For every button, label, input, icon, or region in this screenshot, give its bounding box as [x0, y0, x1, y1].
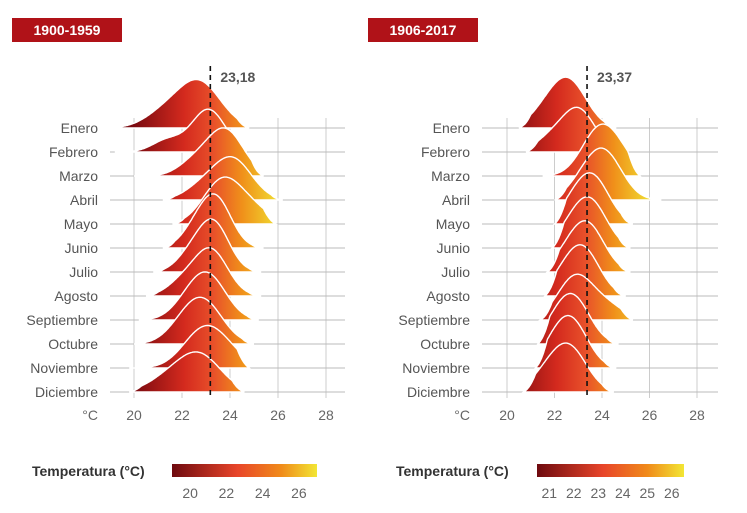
month-label-layer: Enero Febrero Marzo Abril Mayo Junio Julio Agos…: [398, 120, 470, 400]
x-tick-layer: °C 20 22 24 26 28: [454, 407, 705, 423]
legend-tick-label: 24: [255, 485, 271, 501]
ridge-diciembre: [129, 351, 245, 393]
month-label: Agosto: [426, 288, 470, 304]
x-tick-label: 20: [126, 407, 142, 423]
ridge-diciembre: [521, 342, 614, 393]
legend-title: Temperatura (°C): [396, 463, 509, 479]
mean-label: 23,18: [220, 69, 255, 85]
month-label: Diciembre: [407, 384, 470, 400]
x-tick-label: 22: [547, 407, 563, 423]
legend-color-bar: [172, 464, 317, 477]
month-label: Enero: [61, 120, 99, 136]
color-legend: Temperatura (°C) 21 22 23 24 25 26: [396, 463, 684, 501]
month-label: Septiembre: [398, 312, 470, 328]
legend-tick-label: 25: [639, 485, 655, 501]
month-label: Agosto: [54, 288, 98, 304]
panel-title-background: [12, 18, 122, 42]
x-tick-label: 22: [174, 407, 190, 423]
x-tick-label: 28: [689, 407, 705, 423]
x-tick-label: 26: [642, 407, 658, 423]
month-label: Noviembre: [402, 360, 470, 376]
ridge-layer: [110, 78, 283, 393]
panel-1900-1959: 1900-1959 Enero Febrero Marzo Abril Mayo Juni…: [12, 18, 345, 501]
ridge-julio: [153, 218, 262, 273]
legend-tick-label: 20: [182, 485, 198, 501]
month-label: Junio: [437, 240, 471, 256]
legend-tick-label: 22: [566, 485, 582, 501]
mean-marker: 23,18: [209, 66, 256, 398]
ridge-layer: [518, 76, 662, 393]
x-axis-unit-label: °C: [454, 407, 470, 423]
month-label: Junio: [65, 240, 99, 256]
panel-title-background: [368, 18, 478, 42]
panel-title: 1900-1959: [34, 22, 101, 38]
legend-tick-label: 22: [219, 485, 235, 501]
legend-title: Temperatura (°C): [32, 463, 145, 479]
legend-tick-label: 23: [590, 485, 606, 501]
ridge-enero: [518, 76, 617, 129]
month-label: Enero: [433, 120, 471, 136]
legend-tick-label: 26: [664, 485, 680, 501]
x-tick-label: 20: [499, 407, 515, 423]
month-label: Febrero: [421, 144, 470, 160]
panel-title: 1906-2017: [390, 22, 457, 38]
month-label: Julio: [441, 264, 470, 280]
month-label: Diciembre: [35, 384, 98, 400]
legend-tick-label: 24: [615, 485, 631, 501]
month-label: Julio: [69, 264, 98, 280]
mean-marker: 23,37: [586, 66, 632, 398]
x-tick-layer: °C 20 22 24 26 28: [82, 407, 334, 423]
ridge-enero: [110, 78, 250, 129]
legend-tick-label: 21: [541, 485, 557, 501]
legend-tick-label: 26: [291, 485, 307, 501]
month-label: Febrero: [49, 144, 98, 160]
ridge-noviembre: [129, 324, 252, 369]
ridge-octubre: [134, 296, 255, 345]
x-tick-label: 26: [270, 407, 286, 423]
ridge-septiembre: [138, 271, 259, 321]
month-label: Marzo: [431, 168, 470, 184]
month-label: Mayo: [64, 216, 98, 232]
month-label: Abril: [70, 192, 98, 208]
color-legend: Temperatura (°C) 20 22 24 26: [32, 463, 317, 501]
month-label: Octubre: [420, 336, 470, 352]
month-label: Septiembre: [26, 312, 98, 328]
month-label-layer: Enero Febrero Marzo Abril Mayo Junio Julio Agos…: [26, 120, 98, 400]
panel-1906-2017: 1906-2017 Enero Febrero Marzo Abril Mayo Juni…: [368, 18, 718, 501]
x-tick-label: 24: [222, 407, 238, 423]
month-label: Mayo: [436, 216, 470, 232]
x-tick-label: 28: [318, 407, 334, 423]
x-tick-label: 24: [594, 407, 610, 423]
x-axis-unit-label: °C: [82, 407, 98, 423]
month-label: Noviembre: [30, 360, 98, 376]
month-label: Abril: [442, 192, 470, 208]
legend-color-bar: [537, 464, 684, 477]
month-label: Marzo: [59, 168, 98, 184]
mean-label: 23,37: [597, 69, 632, 85]
month-label: Octubre: [48, 336, 98, 352]
